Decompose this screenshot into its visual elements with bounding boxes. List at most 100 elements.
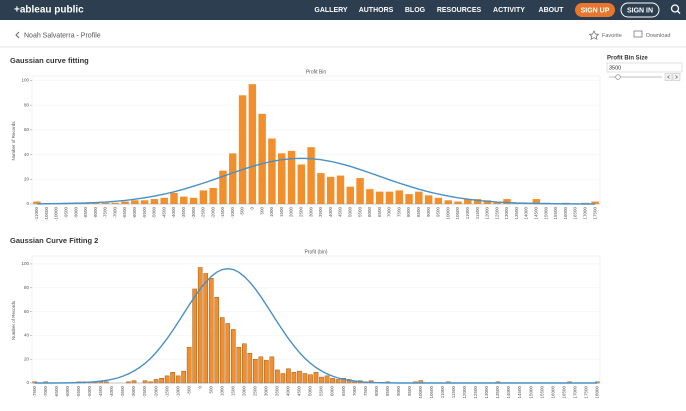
x-tick-label: -500 <box>186 386 191 396</box>
x-tick-label: 2500 <box>298 207 303 218</box>
bar <box>415 191 423 204</box>
x-tick-label: -6500 <box>54 386 59 398</box>
y-tick-label: 80 <box>24 285 30 290</box>
x-tick-label: 10000 <box>445 207 450 220</box>
bar <box>197 267 203 384</box>
x-tick-label: -5000 <box>87 386 92 398</box>
sign-in-button[interactable] <box>620 2 660 18</box>
x-tick-label: 16000 <box>563 207 568 220</box>
bar <box>275 369 280 384</box>
x-tick-label: 11000 <box>465 207 470 220</box>
bar <box>269 356 275 384</box>
x-tick-label: -1000 <box>230 207 235 219</box>
x-tick-label: 17500 <box>583 386 588 399</box>
sign-up-label[interactable]: SIGN UP <box>581 7 610 14</box>
bar <box>219 317 225 384</box>
x-tick-label: -5500 <box>142 207 147 219</box>
bar <box>170 372 175 384</box>
x-tick-label: 11500 <box>451 386 456 399</box>
bar <box>229 153 237 204</box>
slider-thumb[interactable] <box>615 74 621 80</box>
bar <box>170 192 178 204</box>
bar <box>335 379 341 384</box>
bar <box>189 197 198 204</box>
x-tick-label: 11500 <box>475 207 480 220</box>
x-tick-label: 8000 <box>374 386 379 397</box>
x-tick-label: -8000 <box>93 207 98 219</box>
x-tick-label: -2500 <box>201 207 206 219</box>
nav-link[interactable]: ABOUT <box>539 7 565 14</box>
y-axis-title: Number of Records <box>11 300 16 340</box>
bar <box>307 147 315 204</box>
bar <box>121 201 129 204</box>
logo[interactable]: +ableau public <box>14 5 84 16</box>
bar <box>142 380 148 384</box>
parameter-input[interactable] <box>606 62 683 73</box>
x-tick-label: 3000 <box>308 207 313 218</box>
x-tick-label: 1000 <box>269 207 274 218</box>
bar <box>493 201 501 204</box>
nav-link[interactable]: BLOG <box>405 7 426 14</box>
bar <box>248 84 257 204</box>
x-tick-label: 6500 <box>377 207 382 218</box>
x-tick-label: 7000 <box>387 207 392 218</box>
x-tick-label: 2500 <box>253 386 258 397</box>
search-icon[interactable] <box>670 4 681 14</box>
x-tick-label: 7500 <box>396 207 401 218</box>
bar <box>131 380 137 384</box>
bar <box>317 173 325 204</box>
download-label[interactable]: Download <box>646 33 670 39</box>
x-tick-label: 13500 <box>514 207 519 220</box>
bar <box>219 170 227 204</box>
bar <box>153 379 159 384</box>
nav-link[interactable]: RESOURCES <box>437 7 482 14</box>
x-tick-label: 5500 <box>319 386 324 397</box>
parameter-value[interactable]: 3500 <box>609 65 621 71</box>
x-tick-label: 1500 <box>230 386 235 397</box>
x-tick-label: 15500 <box>553 207 558 220</box>
x-tick-label: 0 <box>250 207 255 210</box>
step-forward[interactable] <box>672 73 681 81</box>
bar <box>203 273 209 384</box>
sign-up-button[interactable] <box>575 3 615 17</box>
x-tick-label: 1000 <box>219 386 224 397</box>
bar <box>297 370 302 384</box>
y-tick-label: 100 <box>21 78 29 83</box>
nav-link[interactable]: AUTHORS <box>359 7 394 14</box>
x-tick-label: 16000 <box>550 386 555 399</box>
bar <box>150 199 159 204</box>
x-tick-label: -1000 <box>175 386 180 398</box>
bar <box>111 202 119 204</box>
bar <box>164 375 170 384</box>
download-icon[interactable] <box>633 30 643 38</box>
x-tick-label: -5000 <box>152 207 157 219</box>
x-tick-label: 15000 <box>528 386 533 399</box>
breadcrumb[interactable]: Noah Salvaterra - Profile <box>24 32 101 39</box>
sign-in-label[interactable]: SIGN IN <box>627 7 653 14</box>
chart: Gaussian Curve Fitting 2 Profit (bin) Numb… <box>10 236 601 399</box>
x-tick-label: 12000 <box>462 386 467 399</box>
x-tick-label: -1500 <box>220 207 225 219</box>
nav-link[interactable]: ACTIVITY <box>493 7 525 14</box>
x-tick-label: 15500 <box>539 386 544 399</box>
x-tick-label: 14000 <box>506 386 511 399</box>
chevron <box>667 75 670 79</box>
x-tick-label: 17500 <box>592 207 597 220</box>
y-tick-label: 0 <box>26 201 29 206</box>
bar <box>591 201 599 204</box>
favorite-label[interactable]: Favorite <box>602 33 622 39</box>
x-tick-label: 5000 <box>347 207 352 218</box>
bar <box>33 201 41 204</box>
x-tick-label: -4000 <box>109 386 114 398</box>
nav-link[interactable]: GALLERY <box>314 7 348 14</box>
bar <box>208 278 214 384</box>
chart-title: Gaussian Curve Fitting 2 <box>10 236 98 245</box>
bar <box>160 197 168 204</box>
x-tick-label: 14000 <box>524 207 529 220</box>
plot-frame <box>31 75 601 205</box>
bar <box>375 191 384 204</box>
favorite-icon[interactable] <box>588 30 600 41</box>
x-tick-label: -4000 <box>171 207 176 219</box>
back-icon[interactable] <box>15 31 20 39</box>
step-back[interactable] <box>664 73 673 81</box>
